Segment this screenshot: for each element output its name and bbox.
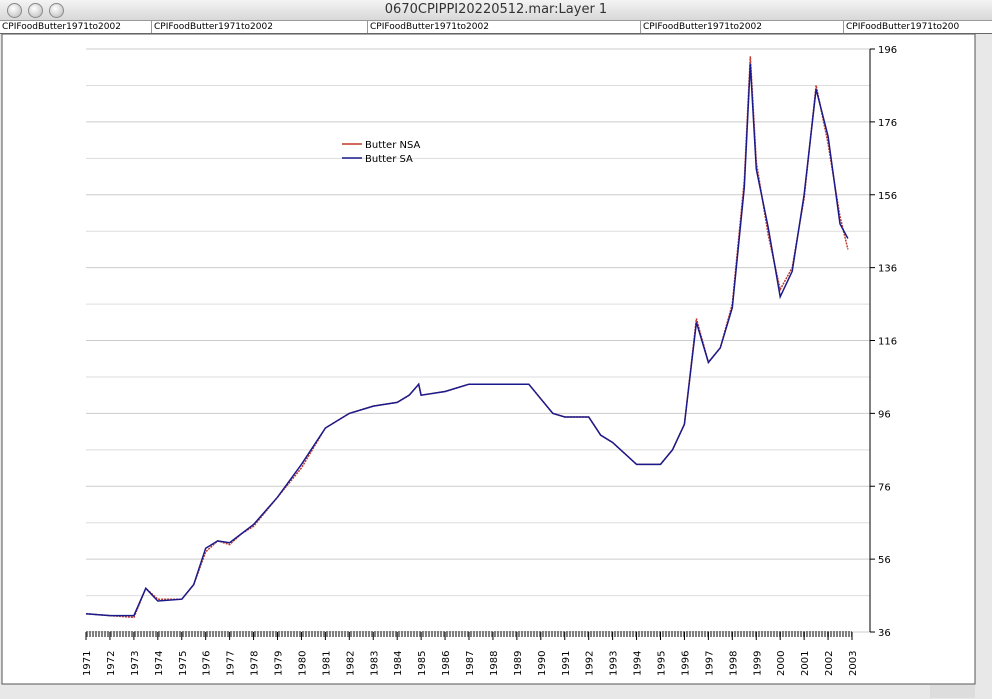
y-tick-label: 176 (878, 118, 897, 129)
y-tick-label: 36 (878, 628, 891, 639)
header-label: CPIFoodButter1971to2002 (151, 21, 273, 33)
y-tick-label: 136 (878, 264, 897, 275)
y-tick-label: 56 (878, 555, 891, 566)
x-tick-label: 1993 (609, 651, 620, 676)
y-tick-label: 196 (878, 45, 897, 56)
x-tick-label: 1971 (82, 651, 93, 676)
x-tick-label: 1988 (489, 651, 500, 676)
x-tick-label: 2001 (800, 651, 811, 676)
x-tick-label: 1975 (178, 651, 189, 676)
x-tick-label: 1979 (274, 651, 285, 676)
resize-grip[interactable] (930, 685, 975, 698)
header-label: CPIFoodButter1971to200 (843, 21, 959, 33)
x-tick-label: 2003 (848, 651, 859, 676)
y-tick-label: 116 (878, 337, 897, 348)
x-tick-label: 1987 (465, 651, 476, 676)
title-bar: 0670CPIPPI20220512.mar:Layer 1 (0, 0, 992, 21)
x-tick-label: 1982 (345, 651, 356, 676)
x-tick-label: 1985 (417, 651, 428, 676)
legend-label: Butter NSA (365, 140, 420, 151)
close-button[interactable] (7, 3, 22, 18)
x-tick-label: 1997 (704, 651, 715, 676)
x-tick-label: 1978 (250, 651, 261, 676)
x-tick-label: 1992 (585, 651, 596, 676)
x-tick-label: 2002 (824, 651, 835, 676)
chart: 36 56 76 96 116 136 156 176 196 1971 1972 1973 1974 1… (1, 34, 976, 698)
header-label: CPIFoodButter1971to2002 (2, 22, 121, 32)
x-tick-label: 1995 (657, 651, 668, 676)
minimize-button[interactable] (28, 3, 43, 18)
window-title: 0670CPIPPI20220512.mar:Layer 1 (384, 2, 608, 17)
x-tick-label: 1984 (393, 651, 404, 676)
x-tick-label: 2000 (776, 651, 787, 676)
x-tick-label: 1998 (728, 651, 739, 676)
x-tick-label: 1981 (321, 651, 332, 676)
y-tick-label: 96 (878, 409, 891, 420)
x-tick-label: 1994 (633, 651, 644, 676)
x-tick-label: 1983 (369, 651, 380, 676)
x-tick-label: 1996 (680, 651, 691, 676)
x-tick-label: 1977 (226, 651, 237, 676)
header-row: CPIFoodButter1971to2002 CPIFoodButter197… (0, 21, 992, 34)
x-tick-label: 1999 (752, 651, 763, 676)
plot-background (1, 34, 976, 685)
x-tick-label: 1986 (441, 651, 452, 676)
series-line (85, 63, 849, 617)
x-tick-label: 1989 (513, 651, 524, 676)
x-tick-label: 1973 (130, 651, 141, 676)
header-label: CPIFoodButter1971to2002 (367, 21, 489, 33)
x-tick-label: 1990 (537, 651, 548, 676)
zoom-button[interactable] (49, 3, 64, 18)
x-tick-label: 1976 (202, 651, 213, 676)
y-tick-label: 76 (878, 482, 891, 493)
header-label: CPIFoodButter1971to2002 (640, 21, 762, 33)
x-tick-label: 1980 (297, 651, 308, 676)
legend-label: Butter SA (365, 154, 413, 165)
x-tick-label: 1974 (154, 651, 165, 676)
x-tick-label: 1991 (561, 651, 572, 676)
y-tick-label: 156 (878, 191, 897, 202)
x-tick-label: 1972 (106, 651, 117, 676)
